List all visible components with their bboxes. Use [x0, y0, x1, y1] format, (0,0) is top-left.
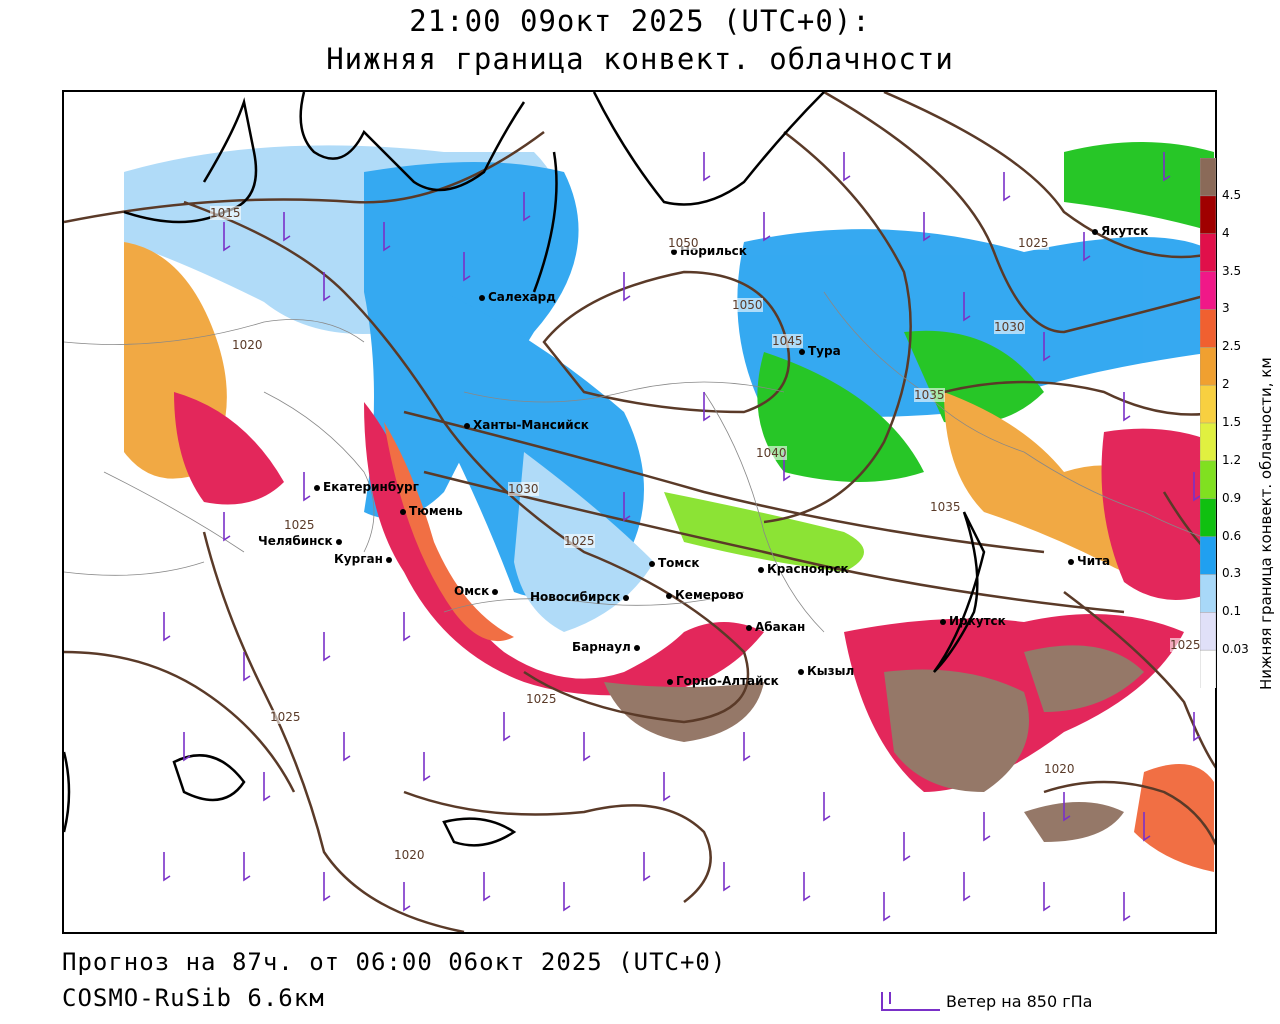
isobar-label: 1025 [284, 518, 315, 532]
colorbar-swatch [1200, 347, 1216, 386]
city-barnaul: Барнаул [572, 640, 643, 654]
city-chita: Чита [1068, 554, 1110, 568]
city-kurgan: Курган [334, 552, 395, 566]
city-tura: Тура [799, 344, 841, 358]
city-marker-icon [667, 678, 673, 685]
colorbar-swatch [1200, 195, 1216, 235]
isobar-label: 1020 [232, 338, 263, 352]
colorbar-swatch [1200, 271, 1216, 311]
colorbar-swatch [1200, 158, 1216, 197]
colorbar-level-label: 0.9 [1222, 490, 1242, 505]
colorbar-swatch [1200, 460, 1216, 500]
isobar-label: 1035 [930, 500, 961, 514]
colorbar-swatch [1200, 498, 1216, 538]
cloud-base-field [124, 142, 1214, 872]
isobar-label: 1035 [914, 388, 945, 402]
city-marker-icon [671, 248, 677, 255]
isobar-label: 1015 [210, 206, 241, 220]
colorbar-level-label: 1.5 [1222, 415, 1242, 429]
city-marker-icon [746, 624, 752, 631]
city-marker-icon [1068, 558, 1074, 565]
city-novosibirsk: Новосибирск [530, 590, 632, 604]
city-salekhard: Салехард [479, 290, 556, 304]
coastlines [64, 92, 986, 847]
colorbar-level-label: 0.3 [1222, 566, 1242, 581]
colorbar-swatch [1200, 612, 1216, 651]
city-marker-icon [758, 566, 764, 573]
wind-barbs [163, 152, 1201, 922]
city-marker-icon [666, 592, 672, 599]
city-marker-icon [940, 618, 946, 625]
city-marker-icon [492, 588, 499, 595]
colorbar-level-label: 3.5 [1222, 263, 1242, 278]
city-tomsk: Томск [649, 556, 700, 570]
colorbar-level-label: 4 [1222, 225, 1230, 240]
city-marker-icon [1092, 228, 1098, 235]
colorbar-level-label: 0.1 [1222, 604, 1242, 619]
isobar-label: 1030 [994, 320, 1025, 334]
city-marker-icon [623, 594, 630, 601]
colorbar-swatch [1200, 384, 1216, 424]
city-krasnoyarsk: Красноярск [758, 562, 849, 576]
colorbar-swatch [1200, 422, 1216, 462]
city-abakan: Абакан [746, 620, 805, 634]
map-title-parameter: Нижняя граница конвект. облачности [326, 42, 954, 76]
colorbar-swatch [1200, 649, 1216, 688]
colorbar-level-label: 1.2 [1222, 452, 1242, 467]
city-omsk: Омск [454, 584, 501, 598]
colorbar-swatch [1200, 233, 1216, 273]
city-marker-icon [314, 484, 320, 491]
city-yekaterinburg: Екатеринбург [314, 480, 419, 494]
isobar-label: 1045 [772, 334, 803, 348]
city-marker-icon [479, 294, 485, 301]
city-marker-icon [799, 348, 805, 355]
isobar-label: 1050 [732, 298, 763, 312]
isobar-label: 1050 [668, 236, 699, 250]
isobar-label: 1020 [394, 848, 425, 862]
colorbar-level-label: 2.5 [1222, 339, 1242, 354]
isobar-label: 1030 [508, 482, 539, 496]
colorbar-level-label: 4.5 [1222, 187, 1242, 202]
colorbar-legend [1200, 158, 1216, 688]
isobars [64, 92, 1215, 932]
city-gorno-altaysk: Горно-Алтайск [667, 674, 779, 688]
colorbar-swatch [1200, 309, 1216, 349]
colorbar-swatch [1200, 536, 1216, 576]
colorbar-level-label: 0.6 [1222, 528, 1242, 543]
isobar-label: 1025 [1170, 638, 1201, 652]
city-marker-icon [400, 508, 406, 515]
city-marker-icon [649, 560, 655, 567]
city-tyumen: Тюмень [400, 504, 463, 518]
map-canvas [64, 92, 1215, 932]
city-kyzyl: Кызыл [798, 664, 854, 678]
isobar-label: 1025 [270, 710, 301, 724]
city-khanty-mansiysk: Ханты-Мансийск [464, 418, 589, 432]
colorbar-level-label: 2 [1222, 377, 1230, 392]
wind-barb-icon [881, 992, 940, 1011]
city-marker-icon [633, 644, 640, 651]
wind-legend-label: Ветер на 850 гПа [946, 992, 1093, 1011]
colorbar-title: Нижняя граница конвект. облачности, км [1257, 357, 1275, 690]
city-marker-icon [798, 668, 804, 675]
colorbar-level-label: 3 [1222, 301, 1230, 316]
model-name: COSMO-RuSib 6.6км [62, 984, 325, 1012]
colorbar-level-label: 0.03 [1222, 642, 1249, 657]
city-irkutsk: Иркутск [940, 614, 1006, 628]
forecast-run-info: Прогноз на 87ч. от 06:00 06окт 2025 (UTC… [62, 948, 727, 976]
isobar-label: 1025 [564, 534, 595, 548]
city-marker-icon [464, 422, 470, 429]
isobar-label: 1020 [1044, 762, 1075, 776]
city-yakutsk: Якутск [1092, 224, 1148, 238]
city-marker-icon [335, 538, 342, 545]
map-title-time: 21:00 09окт 2025 (UTC+0): [409, 4, 871, 38]
city-chelyabinsk: Челябинск [258, 534, 345, 548]
isobar-label: 1025 [526, 692, 557, 706]
city-marker-icon [385, 556, 392, 563]
colorbar-swatch [1200, 574, 1216, 614]
isobar-label: 1040 [756, 446, 787, 460]
forecast-map: Якутск Норильск Салехард Тура Ханты-Манс… [62, 90, 1217, 934]
isobar-label: 1025 [1018, 236, 1049, 250]
city-kemerovo: Кемерово [666, 588, 744, 602]
